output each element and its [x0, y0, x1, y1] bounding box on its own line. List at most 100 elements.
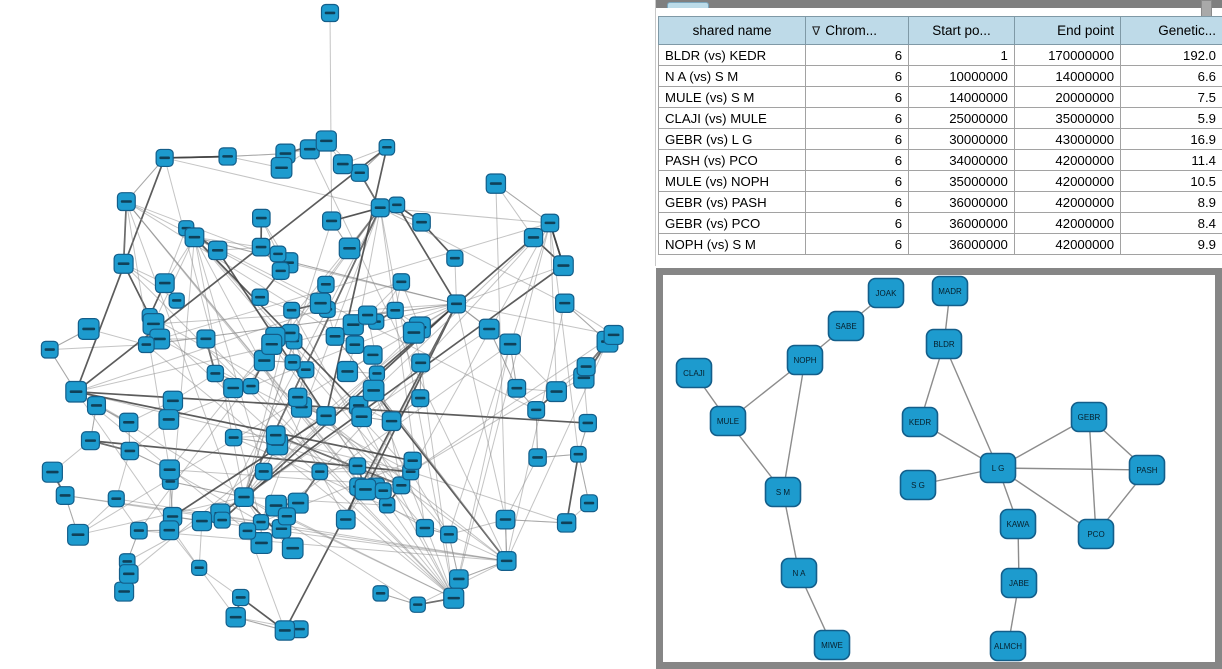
node[interactable] — [378, 496, 396, 514]
node[interactable] — [223, 378, 244, 399]
cell-genetic[interactable]: 16.9 — [1120, 128, 1222, 150]
edge[interactable] — [169, 469, 262, 523]
node[interactable] — [224, 428, 243, 447]
node[interactable] — [580, 494, 599, 513]
edge[interactable] — [125, 201, 286, 631]
cell-start-position[interactable]: 36000000 — [908, 233, 1015, 255]
graph-node-S G[interactable]: S G — [899, 469, 937, 501]
edge[interactable] — [401, 484, 507, 562]
graph-node-PCO[interactable]: PCO — [1077, 518, 1115, 550]
edge[interactable] — [159, 338, 411, 473]
node[interactable] — [495, 509, 516, 530]
table-row[interactable]: PASH (vs) PCO 6 34000000 42000000 11.4 — [657, 149, 1222, 171]
cell-shared-name[interactable]: PASH (vs) PCO — [657, 149, 807, 171]
node[interactable] — [281, 323, 300, 343]
cell-shared-name[interactable]: MULE (vs) NOPH — [657, 170, 807, 192]
table-row[interactable]: MULE (vs) NOPH 6 35000000 42000000 10.5 — [657, 170, 1222, 192]
node[interactable] — [120, 441, 140, 461]
edge[interactable] — [334, 336, 508, 562]
cell-genetic[interactable]: 5.9 — [1120, 107, 1222, 129]
node[interactable] — [77, 318, 100, 340]
edge[interactable] — [194, 236, 457, 305]
graph-node-PASH[interactable]: PASH — [1128, 454, 1166, 486]
node[interactable] — [527, 401, 546, 419]
node[interactable] — [191, 559, 208, 576]
node[interactable] — [528, 448, 547, 467]
node[interactable] — [392, 476, 411, 495]
node[interactable] — [392, 273, 411, 291]
edge[interactable] — [75, 391, 200, 569]
node[interactable] — [191, 510, 213, 532]
edge[interactable] — [172, 415, 327, 518]
node[interactable] — [168, 292, 185, 309]
node[interactable] — [41, 461, 63, 483]
cell-end-point[interactable]: 35000000 — [1013, 107, 1122, 129]
node[interactable] — [118, 564, 139, 584]
cell-shared-name[interactable]: CLAJI (vs) MULE — [657, 107, 807, 129]
node[interactable] — [446, 294, 467, 314]
cell-genetic[interactable]: 8.4 — [1120, 212, 1222, 234]
node[interactable] — [362, 379, 385, 402]
node[interactable] — [65, 380, 87, 403]
cell-chromosome[interactable]: 6 — [805, 128, 910, 150]
graph-node-ALMCH[interactable]: ALMCH — [989, 630, 1027, 662]
node[interactable] — [485, 173, 507, 194]
node[interactable] — [277, 507, 296, 526]
edge[interactable] — [410, 222, 551, 473]
node[interactable] — [378, 139, 396, 156]
cell-chromosome[interactable]: 6 — [805, 65, 910, 87]
edge[interactable] — [289, 207, 381, 334]
node[interactable] — [288, 387, 308, 408]
node[interactable] — [234, 487, 254, 508]
graph-node-N A[interactable]: N A — [780, 557, 818, 589]
node[interactable] — [80, 431, 100, 451]
cell-shared-name[interactable]: BLDR (vs) KEDR — [657, 44, 807, 66]
edge[interactable] — [380, 207, 550, 224]
edge[interactable] — [361, 416, 455, 599]
node[interactable] — [284, 354, 301, 371]
cell-end-point[interactable]: 43000000 — [1013, 128, 1122, 150]
cell-end-point[interactable]: 20000000 — [1013, 86, 1122, 108]
cell-shared-name[interactable]: NOPH (vs) S M — [657, 233, 807, 255]
node[interactable] — [523, 227, 544, 248]
table-row[interactable]: NOPH (vs) S M 6 36000000 42000000 9.9 — [657, 233, 1222, 255]
column-header-end-point[interactable]: End point — [1013, 16, 1122, 45]
node[interactable] — [345, 335, 365, 355]
node[interactable] — [335, 509, 356, 530]
node[interactable] — [107, 490, 125, 508]
edge[interactable] — [396, 204, 458, 305]
node[interactable] — [55, 486, 75, 505]
table-row[interactable]: CLAJI (vs) MULE 6 25000000 35000000 5.9 — [657, 107, 1222, 129]
graph-node-CLAJI[interactable]: CLAJI — [675, 357, 713, 389]
cell-chromosome[interactable]: 6 — [805, 44, 910, 66]
node[interactable] — [351, 406, 373, 428]
edge[interactable] — [75, 146, 388, 393]
node[interactable] — [206, 364, 225, 383]
graph-node-MIWE[interactable]: MIWE — [813, 629, 851, 661]
graph-node-S M[interactable]: S M — [764, 476, 802, 508]
cell-genetic[interactable]: 192.0 — [1120, 44, 1222, 66]
node[interactable] — [552, 255, 574, 277]
edge[interactable] — [358, 222, 551, 406]
node[interactable] — [372, 585, 389, 602]
table-row[interactable]: BLDR (vs) KEDR 6 1 170000000 192.0 — [657, 44, 1222, 66]
edge[interactable] — [549, 222, 558, 392]
table-row[interactable]: MULE (vs) S M 6 14000000 20000000 7.5 — [657, 86, 1222, 108]
edge[interactable] — [75, 157, 166, 393]
node[interactable] — [540, 213, 560, 233]
graph-node-MULE[interactable]: MULE — [709, 405, 747, 437]
edge[interactable] — [410, 471, 567, 524]
node[interactable] — [381, 411, 402, 432]
edge[interactable] — [505, 457, 539, 520]
edge[interactable] — [193, 236, 360, 407]
node[interactable] — [86, 396, 107, 416]
edge[interactable] — [410, 471, 450, 535]
edge[interactable] — [49, 344, 147, 351]
node[interactable] — [274, 620, 296, 641]
node[interactable] — [118, 412, 139, 433]
edge[interactable] — [456, 265, 564, 305]
node[interactable] — [252, 208, 271, 228]
cell-start-position[interactable]: 35000000 — [908, 170, 1015, 192]
graph-node-SABE[interactable]: SABE — [827, 310, 865, 342]
cell-end-point[interactable]: 42000000 — [1013, 149, 1122, 171]
